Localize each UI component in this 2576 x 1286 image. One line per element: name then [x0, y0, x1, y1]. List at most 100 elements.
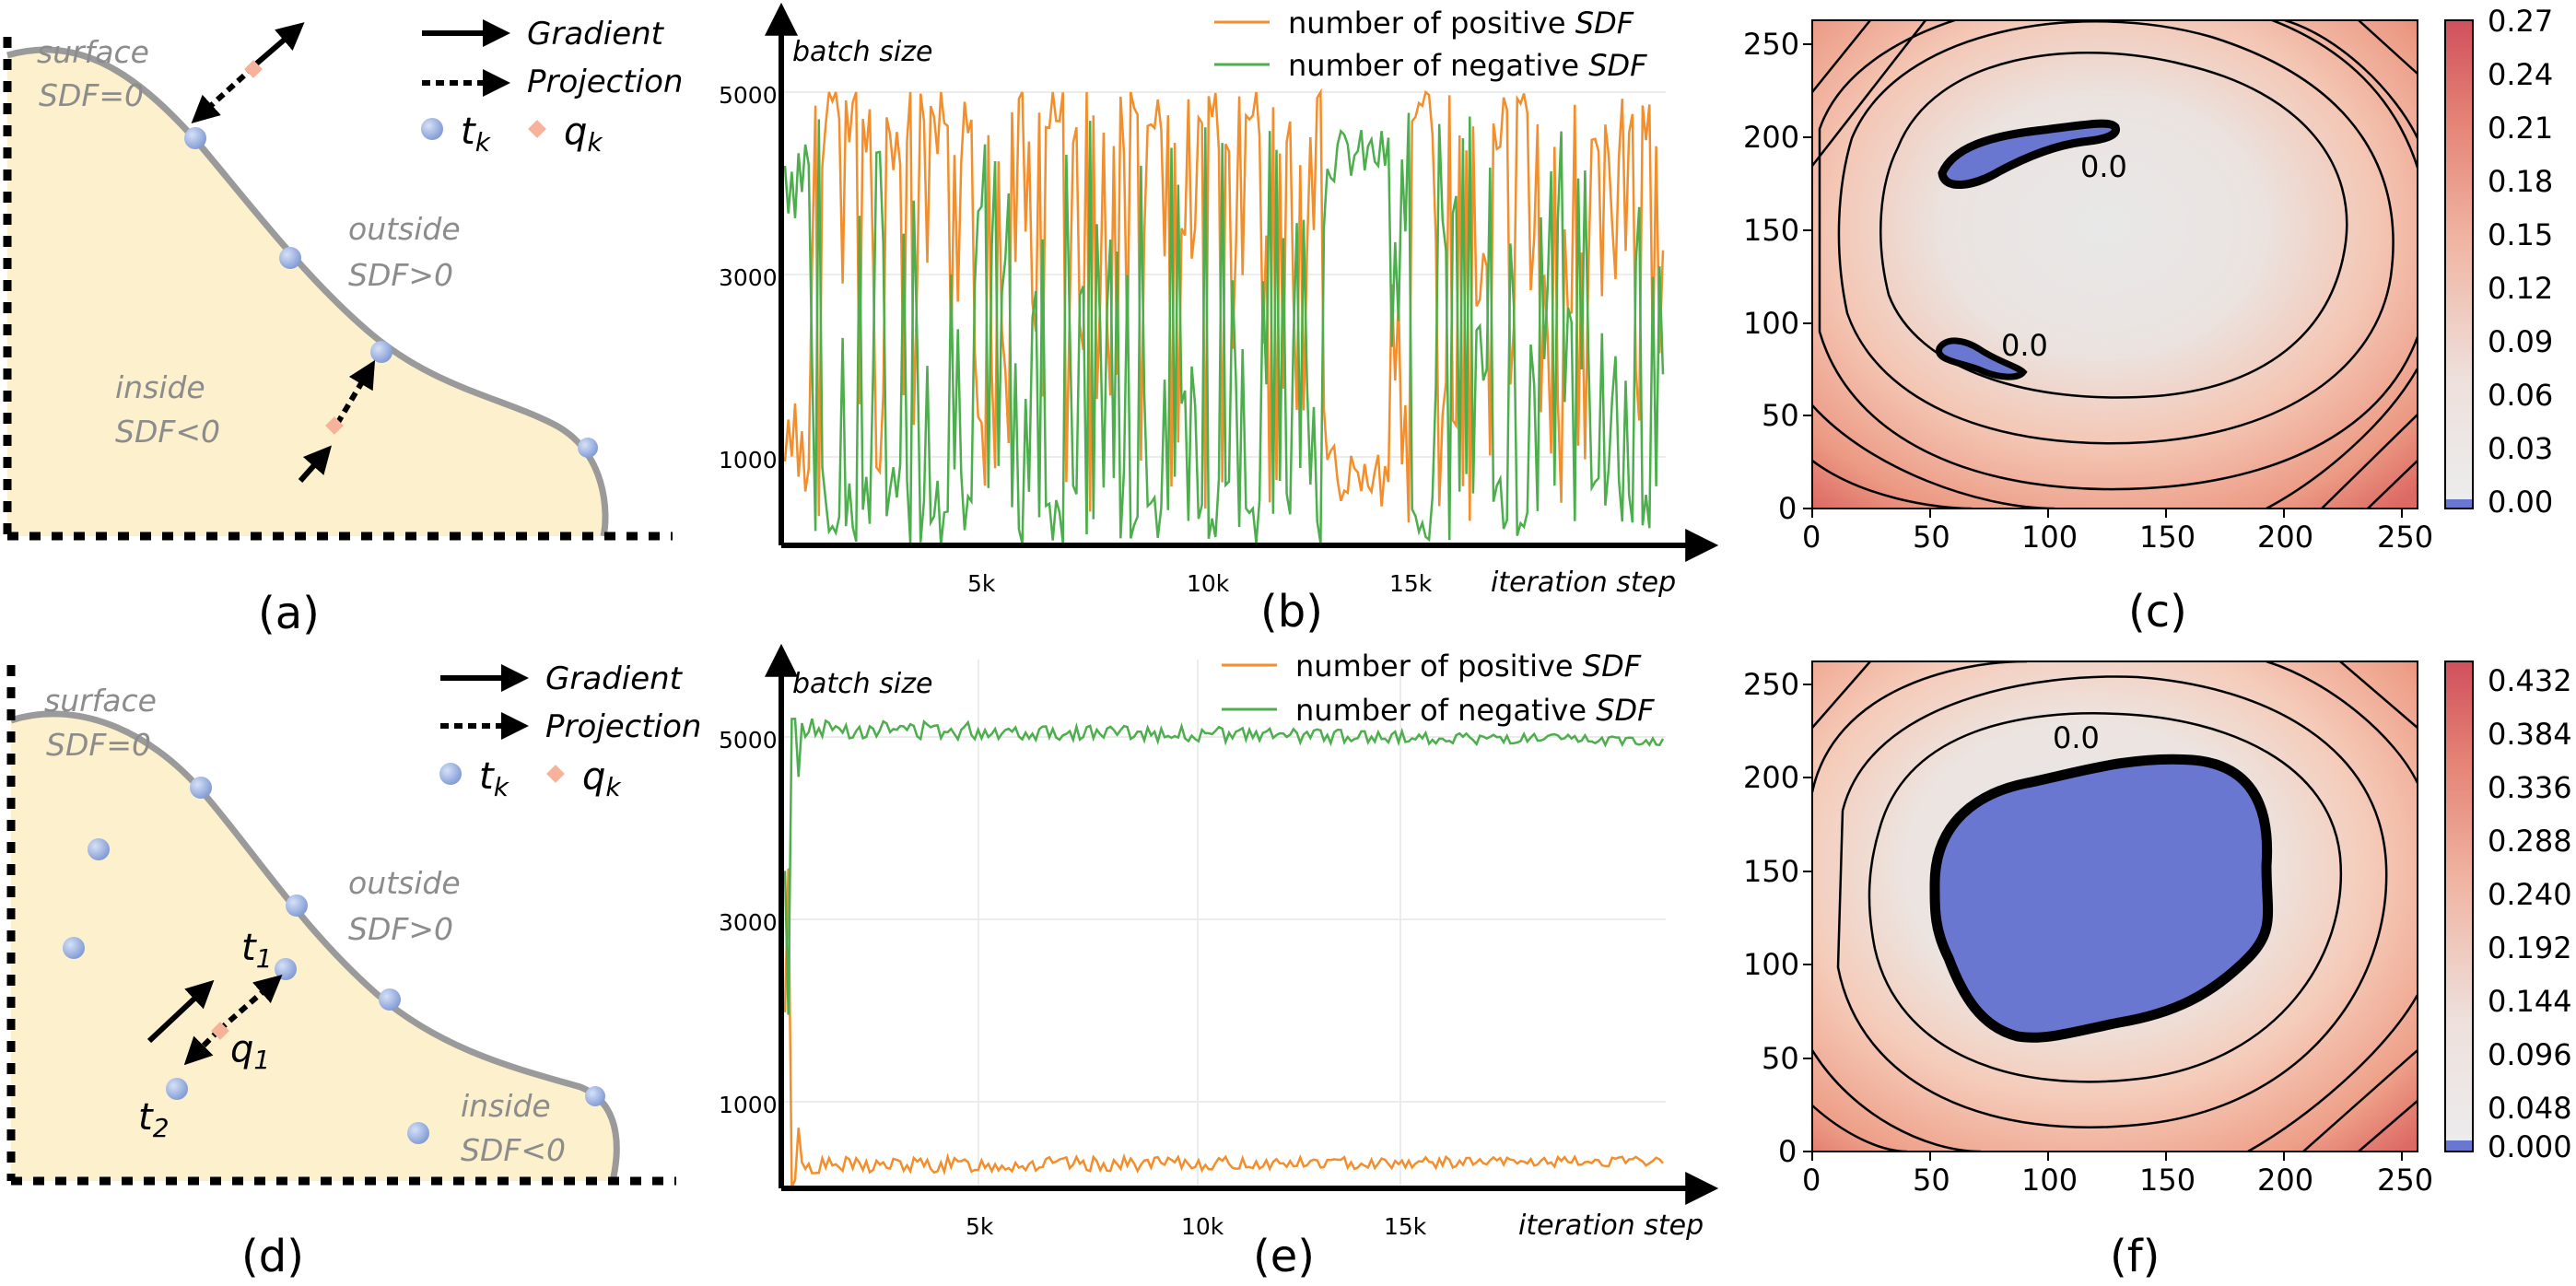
q-point: [244, 60, 263, 78]
f-xtick: 250: [2377, 1163, 2433, 1198]
negative-sdf-series: [783, 112, 1665, 545]
f-xtick: 200: [2257, 1163, 2313, 1198]
f-ytick: 250: [1743, 667, 1799, 702]
t-point: [88, 838, 110, 860]
svg-text:0.09: 0.09: [2488, 324, 2553, 359]
panel-f: 0.0 0 50 100 150 200 250 0 50 100 150: [1743, 661, 2572, 1282]
legend-q: qk: [582, 755, 622, 802]
c-y-ticks: 0 50 100 150 200 250: [1743, 27, 1812, 526]
negative-region: [1938, 119, 2120, 189]
panel-a: surface SDF=0 outside SDF>0 inside SDF<0…: [3, 16, 683, 639]
svg-text:0.21: 0.21: [2488, 111, 2553, 146]
f-xtick: 150: [2139, 1163, 2195, 1198]
c-xtick: 250: [2377, 520, 2433, 555]
svg-text:0.06: 0.06: [2488, 378, 2553, 413]
negative-region: [1929, 754, 2274, 1043]
c-ytick: 0: [1778, 491, 1797, 526]
gradient-arrow: [146, 979, 215, 1044]
negative-sdf-series: [783, 718, 1665, 1015]
t-point: [184, 127, 206, 149]
colorbar: [2445, 20, 2473, 499]
c-xtick: 50: [1913, 520, 1950, 555]
svg-text:0.24: 0.24: [2488, 57, 2553, 92]
q1-point: [211, 1022, 229, 1040]
contour-lines: [1812, 661, 2418, 1152]
f-ytick: 100: [1743, 947, 1799, 982]
projection-arrow: [191, 64, 257, 124]
svg-text:0.12: 0.12: [2488, 271, 2553, 306]
outside-eq: SDF>0: [348, 911, 453, 947]
b-xtick-5k: 5k: [967, 570, 996, 597]
caption-e: (e): [1253, 1231, 1315, 1282]
f-ytick: 200: [1743, 760, 1799, 795]
b-xtick-10k: 10k: [1187, 570, 1230, 597]
e-xtick-15k: 15k: [1384, 1213, 1427, 1240]
c-ytick: 50: [1762, 398, 1799, 433]
f-xtick: 0: [1802, 1163, 1821, 1198]
t-point: [578, 438, 598, 458]
contour-lines: [1812, 20, 2418, 509]
f-x-ticks: 0 50 100 150 200 250: [1802, 1152, 2433, 1198]
b-ytick-3000: 3000: [719, 264, 778, 291]
legend-q-point: [528, 120, 546, 138]
e-legend-negative: number of negative SDF: [1295, 693, 1655, 728]
legend-projection: Projection: [545, 708, 701, 745]
svg-text:0.240: 0.240: [2488, 877, 2572, 912]
f-ytick: 50: [1762, 1041, 1799, 1076]
inside-eq: SDF<0: [461, 1132, 566, 1168]
caption-c: (c): [2128, 586, 2187, 637]
inside-label: inside: [115, 369, 205, 405]
svg-text:0.03: 0.03: [2488, 431, 2553, 466]
b-xtick-15k: 15k: [1389, 570, 1433, 597]
e-xtick-5k: 5k: [966, 1213, 994, 1240]
svg-text:0.432: 0.432: [2488, 663, 2572, 698]
b-xlabel: iteration step: [1491, 567, 1676, 599]
inside-region: [7, 50, 605, 536]
t-point: [63, 937, 85, 959]
e-ytick-1000: 1000: [719, 1092, 778, 1118]
c-xtick: 200: [2257, 520, 2313, 555]
e-legend-positive: number of positive SDF: [1295, 649, 1642, 684]
legend-t: tk: [479, 755, 510, 802]
t1-point: [275, 958, 297, 980]
outside-label: outside: [348, 211, 461, 247]
t2-point: [166, 1078, 188, 1100]
t-point: [370, 341, 392, 363]
surface-eq: SDF=0: [46, 727, 151, 763]
surface-curve: [6, 46, 609, 537]
t2-label: t2: [138, 1096, 170, 1143]
caption-f: (f): [2110, 1231, 2160, 1282]
b-legend-positive: number of positive SDF: [1288, 6, 1634, 41]
c-ytick: 150: [1743, 213, 1799, 248]
t1-label: t1: [241, 927, 273, 974]
f-ytick: 0: [1778, 1134, 1797, 1169]
svg-text:0.00: 0.00: [2488, 485, 2553, 520]
t-point: [585, 1086, 605, 1106]
e-ylabel: batch size: [792, 668, 932, 700]
legend-q-point: [546, 765, 565, 783]
b-legend-negative: number of negative SDF: [1288, 48, 1647, 83]
b-ylabel: batch size: [792, 36, 932, 68]
svg-text:0.192: 0.192: [2488, 930, 2572, 965]
inside-label: inside: [461, 1088, 551, 1124]
caption-a: (a): [258, 588, 320, 639]
svg-text:0.144: 0.144: [2488, 984, 2572, 1019]
outside-label: outside: [348, 865, 461, 901]
legend-t: tk: [461, 111, 492, 158]
q-point: [325, 416, 344, 435]
svg-text:0.15: 0.15: [2488, 217, 2553, 252]
surface-label: surface: [44, 683, 157, 719]
c-xtick: 150: [2139, 520, 2195, 555]
q1-label: q1: [230, 1028, 270, 1075]
surface-eq: SDF=0: [39, 77, 144, 113]
svg-text:0.000: 0.000: [2488, 1129, 2572, 1164]
svg-text:0.336: 0.336: [2488, 770, 2572, 805]
legend-gradient: Gradient: [545, 661, 684, 697]
inside-eq: SDF<0: [115, 414, 220, 450]
svg-text:0.048: 0.048: [2488, 1091, 2572, 1126]
t-point: [379, 988, 401, 1011]
svg-text:0.27: 0.27: [2488, 4, 2553, 39]
panel-e: batch size iteration step 5000 3000 1000…: [719, 643, 1719, 1282]
caption-d: (d): [241, 1231, 304, 1282]
f-xtick: 50: [1913, 1163, 1950, 1198]
